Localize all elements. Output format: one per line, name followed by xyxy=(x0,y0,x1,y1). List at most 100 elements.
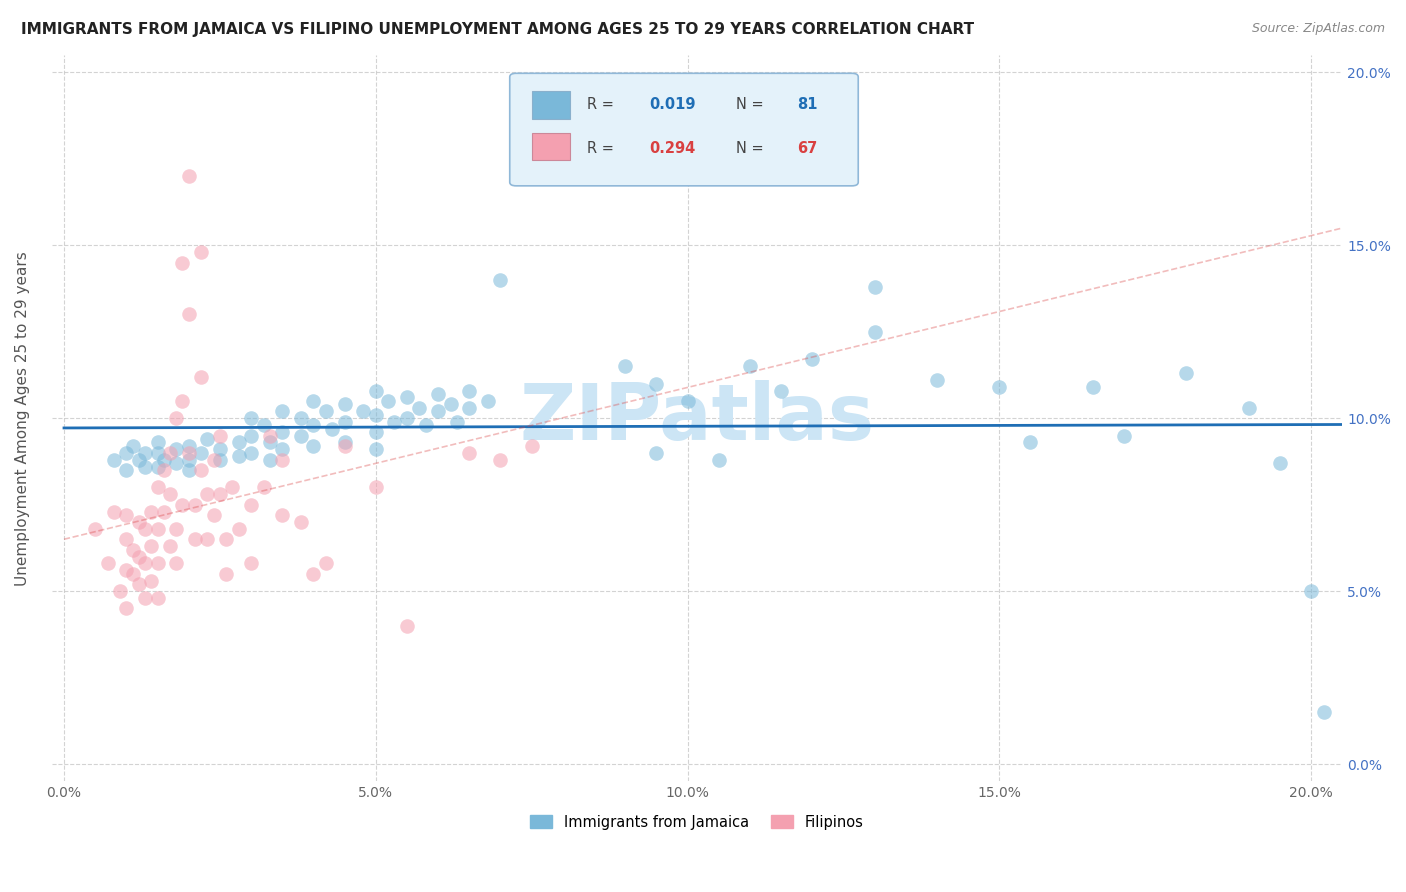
Point xyxy=(1237,401,1260,415)
Point xyxy=(177,452,200,467)
Point xyxy=(128,549,150,564)
Point xyxy=(202,508,225,522)
Point xyxy=(352,404,374,418)
Point xyxy=(415,418,437,433)
Point xyxy=(177,446,200,460)
Point xyxy=(228,435,250,450)
Point xyxy=(364,442,387,457)
Point xyxy=(228,522,250,536)
Point xyxy=(395,618,418,632)
Point xyxy=(364,384,387,398)
Point xyxy=(115,463,138,477)
Bar xyxy=(531,92,571,119)
Point xyxy=(1019,435,1042,450)
Y-axis label: Unemployment Among Ages 25 to 29 years: Unemployment Among Ages 25 to 29 years xyxy=(15,251,30,586)
Point xyxy=(302,439,325,453)
Point xyxy=(208,442,231,457)
Point xyxy=(146,446,169,460)
Point xyxy=(1299,584,1322,599)
Point xyxy=(240,428,263,442)
Point xyxy=(115,446,138,460)
Point xyxy=(159,446,181,460)
Point xyxy=(676,393,699,408)
Point xyxy=(177,439,200,453)
Point xyxy=(302,418,325,433)
Point xyxy=(384,415,406,429)
Point xyxy=(152,463,174,477)
Point xyxy=(172,255,194,269)
Point xyxy=(738,359,761,374)
Point xyxy=(172,498,194,512)
Point xyxy=(408,401,430,415)
Point xyxy=(208,452,231,467)
Point xyxy=(302,566,325,581)
Point xyxy=(645,446,668,460)
Point xyxy=(115,563,138,577)
Point xyxy=(395,411,418,425)
Point xyxy=(134,522,156,536)
Point xyxy=(315,557,337,571)
Point xyxy=(925,373,948,387)
Point xyxy=(290,515,312,529)
Point xyxy=(228,450,250,464)
Legend: Immigrants from Jamaica, Filipinos: Immigrants from Jamaica, Filipinos xyxy=(524,809,869,836)
Point xyxy=(259,428,281,442)
Point xyxy=(290,428,312,442)
Point xyxy=(477,393,499,408)
Point xyxy=(172,393,194,408)
Point xyxy=(395,391,418,405)
Point xyxy=(489,273,512,287)
Point xyxy=(190,446,212,460)
Point xyxy=(121,439,143,453)
Point xyxy=(141,539,163,553)
Point xyxy=(290,411,312,425)
Point xyxy=(458,384,481,398)
Point xyxy=(458,446,481,460)
Point xyxy=(377,393,399,408)
Point xyxy=(520,439,543,453)
Text: 67: 67 xyxy=(797,141,818,155)
Point xyxy=(252,480,274,494)
Point xyxy=(333,397,356,411)
Point xyxy=(240,411,263,425)
Point xyxy=(103,452,125,467)
Point xyxy=(333,439,356,453)
Point xyxy=(1312,705,1334,719)
Point xyxy=(240,498,263,512)
Point xyxy=(427,404,450,418)
Point xyxy=(1175,366,1198,380)
Point xyxy=(152,505,174,519)
Text: N =: N = xyxy=(735,97,768,112)
Point xyxy=(1081,380,1104,394)
Point xyxy=(240,557,263,571)
Point xyxy=(134,446,156,460)
Text: 0.019: 0.019 xyxy=(650,97,696,112)
Point xyxy=(315,404,337,418)
Point xyxy=(333,435,356,450)
Point xyxy=(215,533,238,547)
Point xyxy=(259,435,281,450)
Point xyxy=(863,325,886,339)
Point xyxy=(146,522,169,536)
Point xyxy=(489,452,512,467)
Point xyxy=(271,425,294,439)
Point xyxy=(141,574,163,588)
Point xyxy=(215,566,238,581)
Point xyxy=(134,557,156,571)
Point xyxy=(321,421,343,435)
Point xyxy=(863,280,886,294)
Point xyxy=(190,245,212,260)
Point xyxy=(159,539,181,553)
Point xyxy=(177,463,200,477)
Point xyxy=(165,442,187,457)
Point xyxy=(165,557,187,571)
Point xyxy=(146,557,169,571)
Point xyxy=(197,533,219,547)
Point xyxy=(271,404,294,418)
Point xyxy=(121,566,143,581)
Point xyxy=(146,435,169,450)
Point xyxy=(259,452,281,467)
Point xyxy=(240,446,263,460)
Point xyxy=(159,487,181,501)
Point xyxy=(427,387,450,401)
